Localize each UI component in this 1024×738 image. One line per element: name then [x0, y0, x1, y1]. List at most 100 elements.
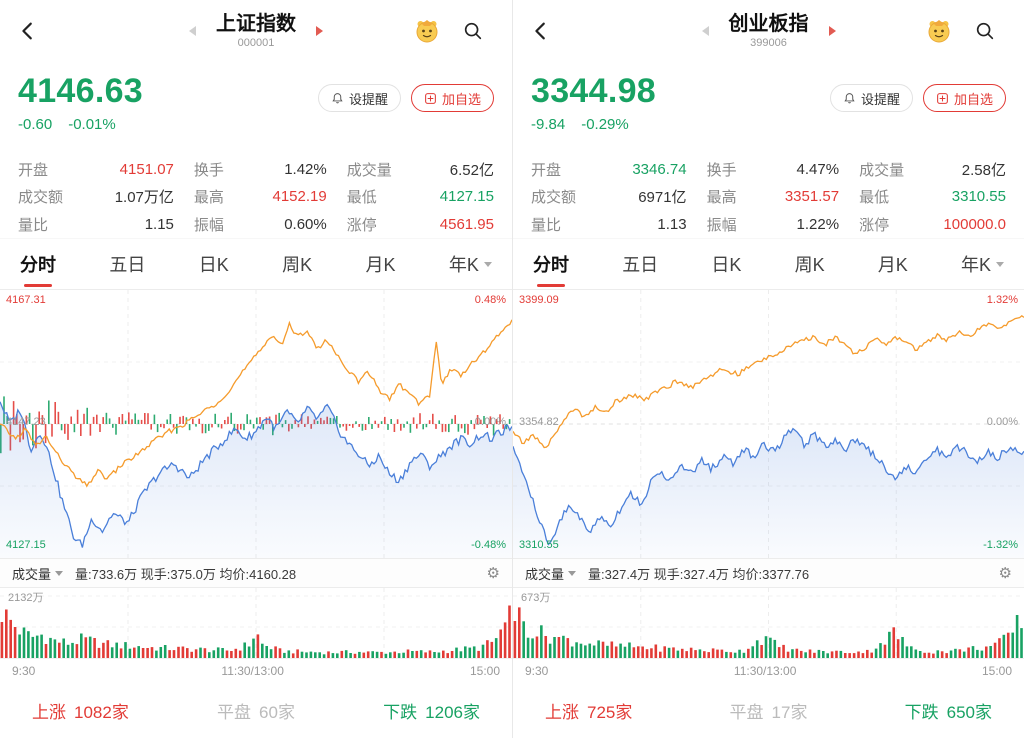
- quote-values: 4146.63 -0.60 -0.01%: [18, 70, 143, 154]
- prev-index-arrow-icon[interactable]: [189, 26, 196, 36]
- add-watchlist-button[interactable]: 加自选: [922, 84, 1006, 112]
- tab-five-day[interactable]: 五日: [109, 255, 146, 275]
- bell-icon: [844, 92, 855, 103]
- volume-chart[interactable]: 673万: [513, 588, 1024, 658]
- time-axis: 9:30 11:30/13:00 15:00: [0, 658, 512, 682]
- tab-intraday[interactable]: 分时: [533, 251, 569, 277]
- time-axis: 9:30 11:30/13:00 15:00: [513, 658, 1024, 682]
- stat-amount: 成交额 6971亿: [531, 189, 687, 207]
- last-price: 3344.98: [531, 72, 657, 110]
- intraday-chart[interactable]: 3399.09 1.32% 3354.82 0.00% 3310.55 -1.3…: [513, 290, 1024, 558]
- settings-gear-icon[interactable]: ⚙: [486, 564, 500, 582]
- next-index-arrow-icon[interactable]: [316, 26, 323, 36]
- header-actions: [414, 18, 484, 44]
- title-block: 创业板指 399006: [729, 12, 809, 50]
- back-button[interactable]: [14, 17, 42, 45]
- time-tick-midday: 11:30/13:00: [221, 663, 284, 678]
- chart-high-label: 4167.31: [6, 294, 46, 306]
- set-alert-button[interactable]: 设提醒: [829, 84, 913, 112]
- chart-high-pct-label: 0.48%: [474, 294, 506, 306]
- volume-chart[interactable]: 2132万: [0, 588, 512, 658]
- stat-turnover: 换手 1.42%: [193, 161, 327, 179]
- stats-grid: 开盘 3346.74 换手 4.47% 成交量 2.58亿 成交额 6971亿 最高 33…: [513, 154, 1024, 238]
- search-icon[interactable]: [974, 20, 996, 42]
- add-icon: [937, 92, 948, 104]
- stat-amount: 成交额 1.07万亿: [18, 189, 174, 207]
- search-icon[interactable]: [462, 20, 484, 42]
- index-detail-panel: 上证指数 000001 4146.63: [0, 0, 512, 738]
- quote-values: 3344.98 -9.84 -0.29%: [531, 70, 656, 154]
- index-title: 上证指数: [216, 13, 296, 35]
- mascot-icon[interactable]: [926, 18, 952, 44]
- unchanged-count: 平盘 60家: [217, 702, 295, 722]
- title-group: 创业板指 399006: [701, 12, 836, 50]
- stat-low: 最低 3310.55: [859, 188, 1006, 207]
- volume-max-label: 2132万: [8, 592, 44, 604]
- set-alert-button[interactable]: 设提醒: [317, 84, 401, 112]
- chart-mid-pct-label: 0.00%: [986, 416, 1018, 429]
- index-code: 399006: [750, 37, 787, 49]
- stat-high: 最高 3351.57: [706, 188, 840, 207]
- chevron-down-icon: [568, 570, 577, 576]
- next-index-arrow-icon[interactable]: [828, 26, 836, 36]
- market-breadth-bar: 上涨 1082家 平盘 60家 下跌 1206家: [0, 682, 512, 738]
- tab-five-day[interactable]: 五日: [622, 255, 659, 275]
- volume-stats-text: 量:327.4万 现手:327.4万 均价:3377.76: [588, 566, 810, 582]
- stat-volume-ratio: 量比 1.15: [18, 215, 174, 234]
- tab-weekly-k[interactable]: 周K: [282, 255, 313, 275]
- tab-daily-k[interactable]: 日K: [711, 255, 742, 275]
- header-actions: [926, 18, 996, 44]
- index-code: 000001: [237, 37, 275, 49]
- tab-yearly-k[interactable]: 年K: [961, 251, 1004, 277]
- stat-volume-ratio: 量比 1.13: [531, 215, 687, 234]
- index-title: 创业板指: [728, 13, 809, 35]
- advancers-count: 上涨 725家: [545, 702, 633, 722]
- add-watchlist-button[interactable]: 加自选: [410, 84, 494, 112]
- prev-index-arrow-icon[interactable]: [701, 26, 709, 36]
- stat-high: 最高 4152.19: [193, 188, 327, 207]
- tab-yearly-k[interactable]: 年K: [449, 251, 492, 277]
- intraday-chart[interactable]: 4167.31 0.48% 4147.23 0.00% 4127.15 -0.4…: [0, 290, 512, 558]
- unchanged-count: 平盘 17家: [729, 702, 808, 722]
- quote-section: 3344.98 -9.84 -0.29% 设提醒 加自选: [513, 62, 1024, 154]
- chevron-left-icon: [22, 22, 32, 40]
- tab-daily-k[interactable]: 日K: [198, 255, 229, 275]
- chart-mid-label: 3354.82: [519, 416, 559, 429]
- chart-tabs: 分时 五日 日K 周K 月K 年K: [0, 238, 512, 290]
- chart-mid-pct-label: 0.00%: [474, 416, 506, 429]
- index-detail-panel: 创业板指 399006 3344.98: [512, 0, 1024, 738]
- quote-actions: 设提醒 加自选: [829, 84, 1006, 154]
- stat-volume: 成交量 6.52亿: [346, 162, 494, 179]
- volume-indicator-selector[interactable]: 成交量: [525, 564, 577, 583]
- tab-monthly-k[interactable]: 月K: [365, 255, 396, 275]
- chart-low-pct-label: -0.48%: [471, 539, 506, 551]
- quote-section: 4146.63 -0.60 -0.01% 设提醒 加自选: [0, 62, 512, 154]
- time-tick-close: 15:00: [981, 663, 1012, 678]
- time-tick-open: 9:30: [12, 663, 36, 678]
- time-tick-open: 9:30: [525, 663, 549, 678]
- panel-header: 上证指数 000001: [0, 0, 512, 62]
- chart-tabs: 分时 五日 日K 周K 月K 年K: [513, 238, 1024, 290]
- chevron-down-icon: [55, 570, 64, 576]
- volume-indicator-selector[interactable]: 成交量: [12, 564, 64, 583]
- tab-intraday[interactable]: 分时: [20, 251, 56, 277]
- change-row: -0.60 -0.01%: [18, 116, 143, 133]
- mascot-icon[interactable]: [414, 18, 440, 44]
- tab-weekly-k[interactable]: 周K: [794, 255, 825, 275]
- chevron-down-icon: [483, 261, 492, 267]
- title-block: 上证指数 000001: [216, 12, 296, 50]
- change-value: -0.60: [18, 116, 53, 133]
- time-tick-close: 15:00: [469, 663, 500, 678]
- stat-limit-up: 涨停 100000.0: [859, 215, 1006, 234]
- tab-monthly-k[interactable]: 月K: [877, 255, 908, 275]
- time-tick-midday: 11:30/13:00: [733, 663, 797, 678]
- stat-open: 开盘 4151.07: [18, 161, 174, 179]
- chart-mid-label: 4147.23: [6, 416, 46, 429]
- chevron-left-icon: [535, 22, 545, 40]
- advancers-count: 上涨 1082家: [32, 702, 129, 722]
- back-button[interactable]: [527, 17, 555, 45]
- panel-header: 创业板指 399006: [513, 0, 1024, 62]
- settings-gear-icon[interactable]: ⚙: [998, 564, 1012, 582]
- quote-actions: 设提醒 加自选: [317, 84, 494, 154]
